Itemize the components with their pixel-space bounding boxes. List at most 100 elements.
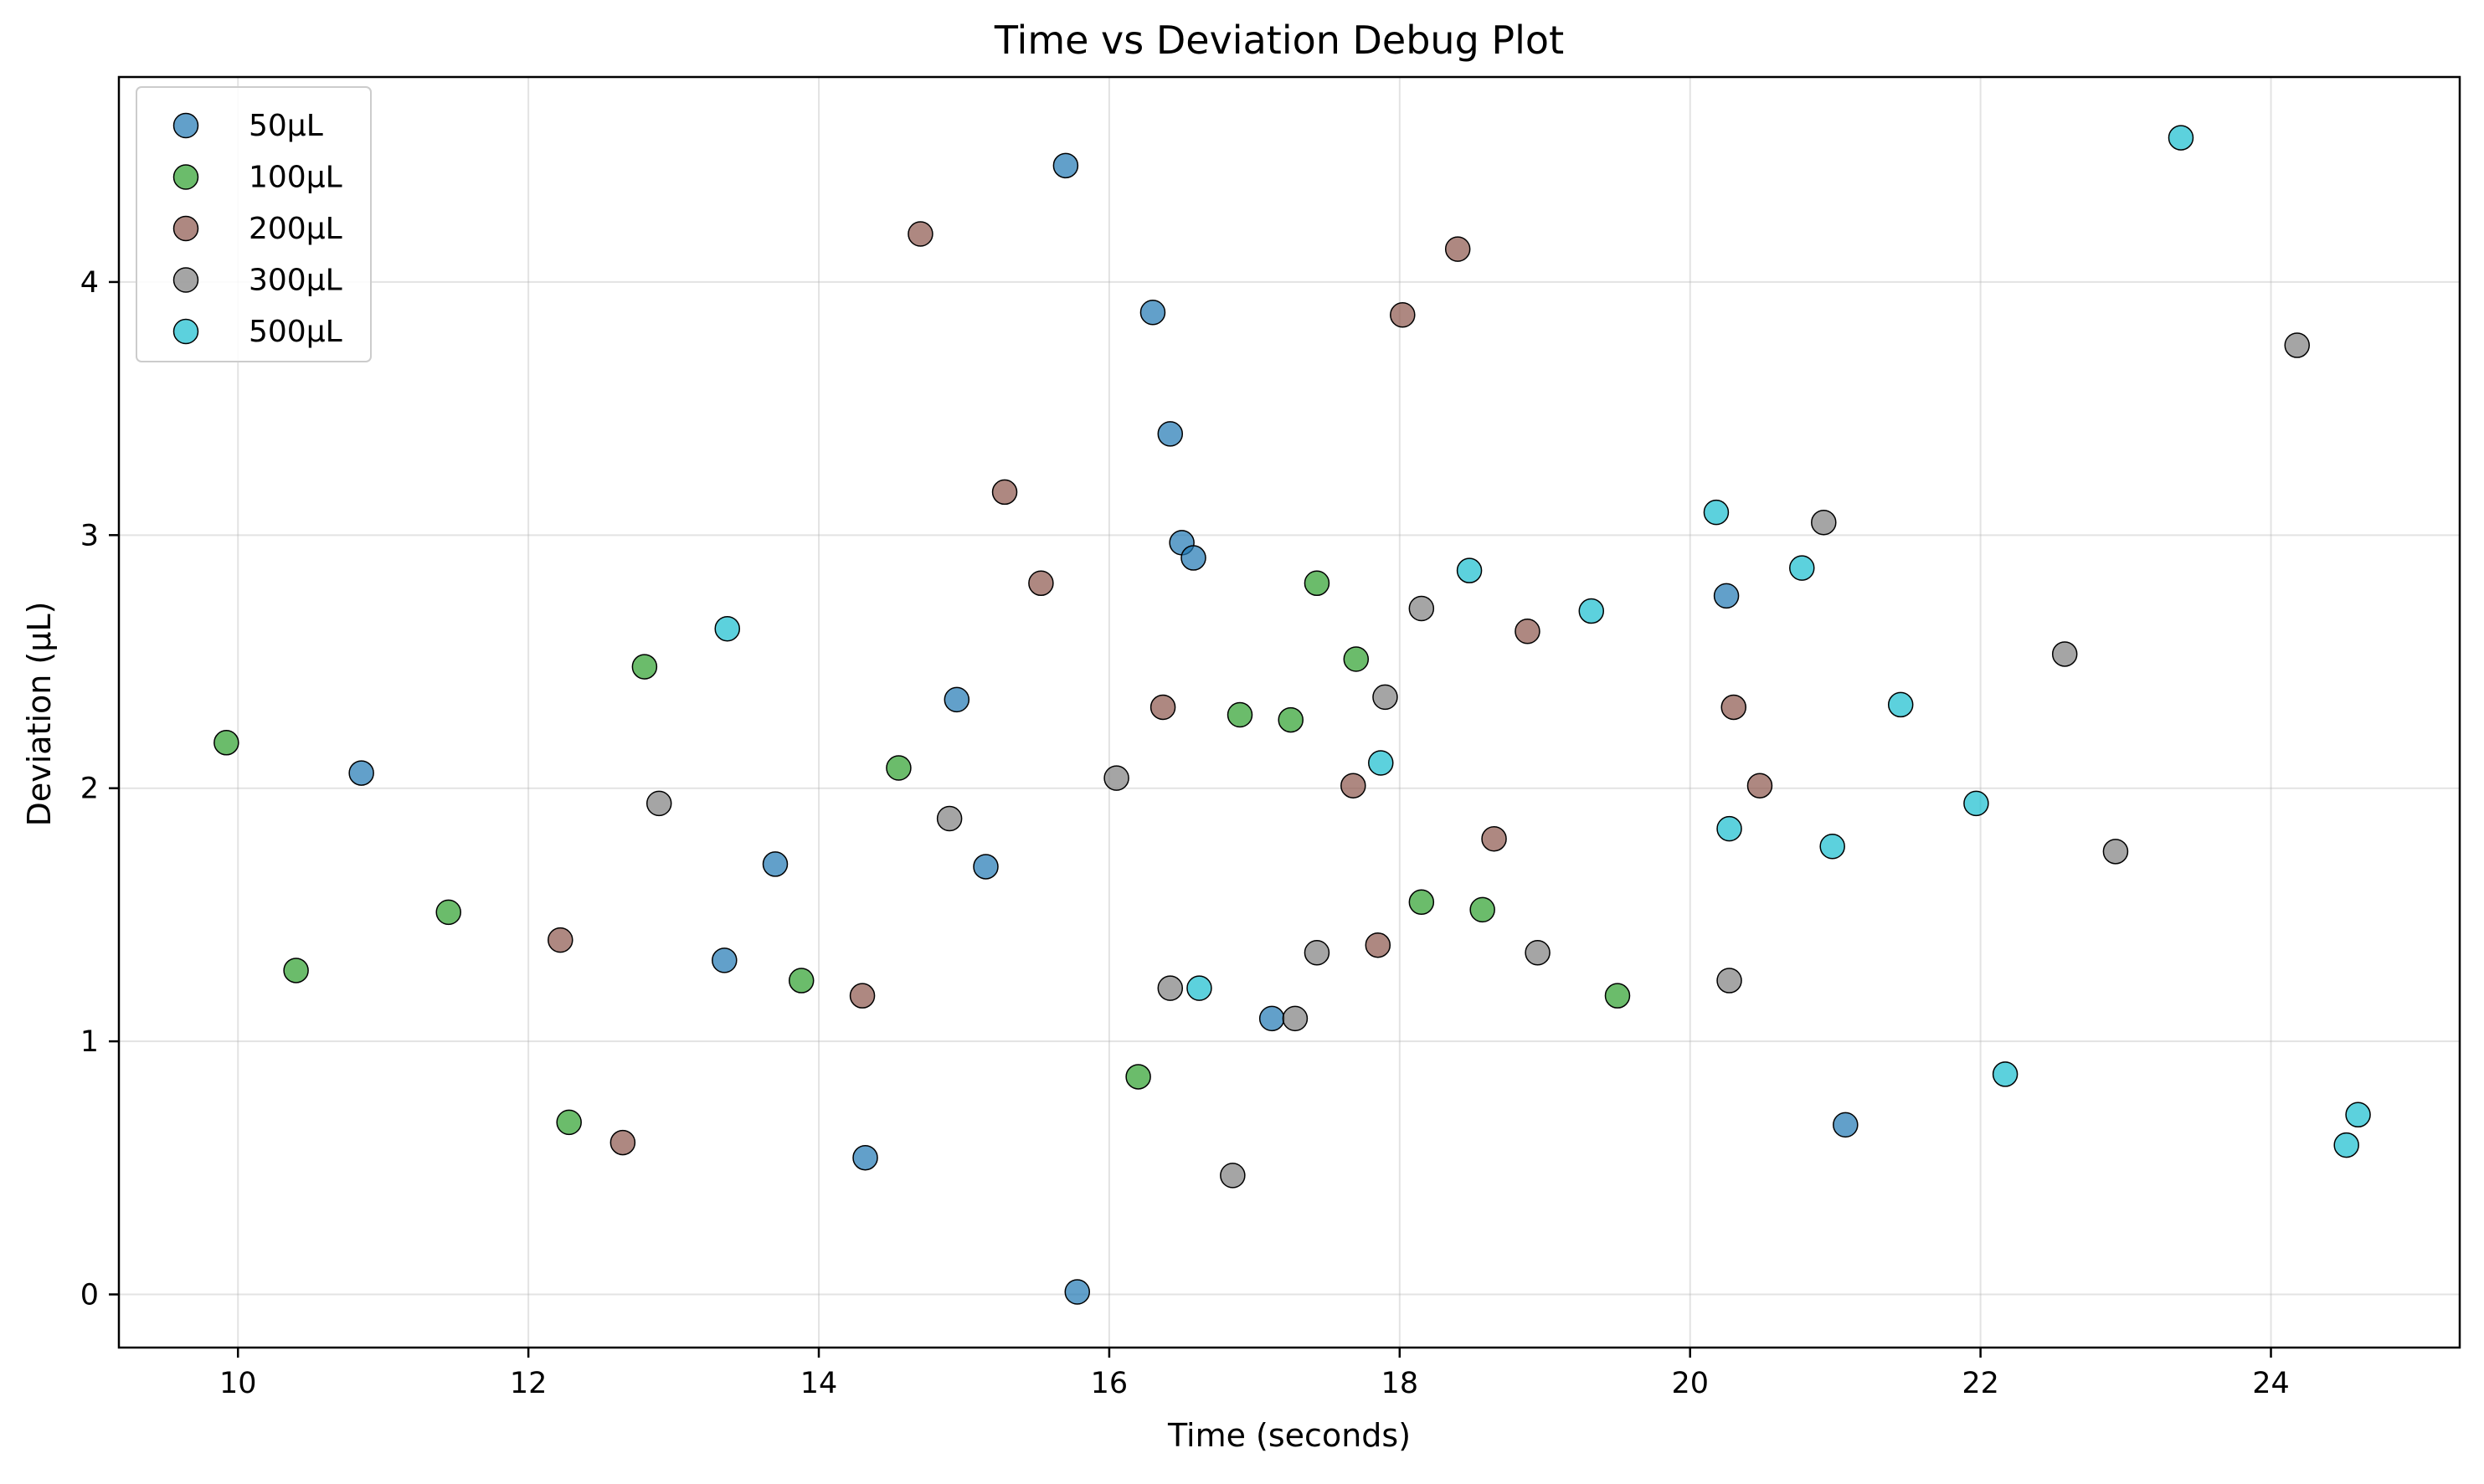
legend-marker [172,215,199,242]
x-axis-label: Time (seconds) [1167,1417,1411,1454]
data-point [1340,773,1366,798]
series-1 [348,152,1859,1305]
data-point [2051,641,2078,667]
data-point [2102,839,2129,865]
data-point [849,983,876,1009]
legend: 50µL 100µL 200µL 300µL 500µL [136,86,372,362]
data-point [1186,975,1212,1001]
series-3 [548,221,1773,1156]
data-point [1604,983,1631,1009]
x-tick-label: 20 [1671,1367,1709,1400]
x-tick-label: 24 [2252,1367,2290,1400]
data-point [548,927,573,953]
data-point [1408,889,1435,916]
data-point [1789,555,1815,581]
data-point [609,1129,636,1156]
data-point [1716,968,1742,994]
data-point [1811,509,1837,536]
data-point [1278,706,1304,733]
data-point [1028,570,1054,597]
data-point [1149,694,1176,721]
data-point [1408,595,1435,622]
x-tick-label: 22 [1962,1367,1999,1400]
data-point [1304,570,1330,597]
data-point [1282,1005,1309,1032]
data-point [1103,765,1129,791]
data-point [1887,691,1914,718]
data-point [1525,940,1551,966]
legend-label: 300µL [249,264,342,298]
data-point [1578,598,1605,624]
data-point [435,899,461,926]
legend-marker [172,267,199,293]
x-tick-label: 10 [219,1367,257,1400]
data-point [2333,1132,2359,1158]
data-point [1444,236,1471,262]
data-point [1157,975,1184,1001]
data-point [1139,299,1166,326]
data-point [213,730,239,756]
legend-label: 200µL [249,212,342,246]
data-point [1720,694,1747,721]
data-point [1963,790,1989,817]
data-point [2168,125,2194,151]
data-point [1833,1112,1859,1138]
y-tick-label: 2 [80,773,99,806]
y-tick-label: 3 [80,519,99,552]
data-point [1258,1005,1285,1032]
data-point [1304,940,1330,966]
legend-label: 100µL [249,161,342,195]
plot-frame [117,75,2461,1349]
data-point [1456,557,1483,583]
data-point [1390,301,1416,328]
data-point [1703,499,1730,526]
data-point [283,958,309,983]
data-point [1746,773,1773,798]
grid [119,77,2460,1348]
legend-marker [172,318,199,345]
data-points [213,125,2371,1305]
data-point [712,947,738,973]
y-axis-ticks: 0 1 2 3 4 [80,266,119,1312]
data-point [1064,1279,1091,1305]
legend-box [136,86,372,362]
data-point [852,1144,878,1171]
data-point [1052,152,1079,179]
data-point [936,805,963,832]
data-point [1220,1163,1246,1189]
data-point [2345,1101,2371,1128]
data-point [1481,825,1507,852]
data-point [1372,684,1398,711]
data-point [886,755,912,781]
x-tick-label: 18 [1381,1367,1419,1400]
data-point [1992,1061,2019,1087]
series-5 [714,125,2371,1158]
data-point [631,654,658,680]
data-point [944,686,970,713]
x-tick-label: 14 [800,1367,838,1400]
y-axis-label: Deviation (µL) [21,602,58,827]
legend-marker [172,164,199,190]
y-tick-label: 1 [80,1025,99,1059]
data-point [991,479,1018,506]
series-2 [213,570,1631,1136]
data-point [1157,421,1184,447]
data-point [762,851,789,877]
data-point [1180,545,1206,571]
x-tick-label: 16 [1091,1367,1129,1400]
data-point [908,221,933,247]
chart-title: Time vs Deviation Debug Plot [994,18,1564,63]
data-point [788,968,815,994]
legend-marker [172,112,199,139]
data-point [973,854,999,880]
data-point [1227,701,1253,728]
data-point [556,1109,582,1136]
data-point [1125,1064,1151,1090]
data-point [1368,750,1394,776]
legend-label: 50µL [249,109,323,143]
y-tick-label: 4 [80,266,99,300]
data-point [1716,815,1742,842]
x-tick-label: 12 [510,1367,548,1400]
